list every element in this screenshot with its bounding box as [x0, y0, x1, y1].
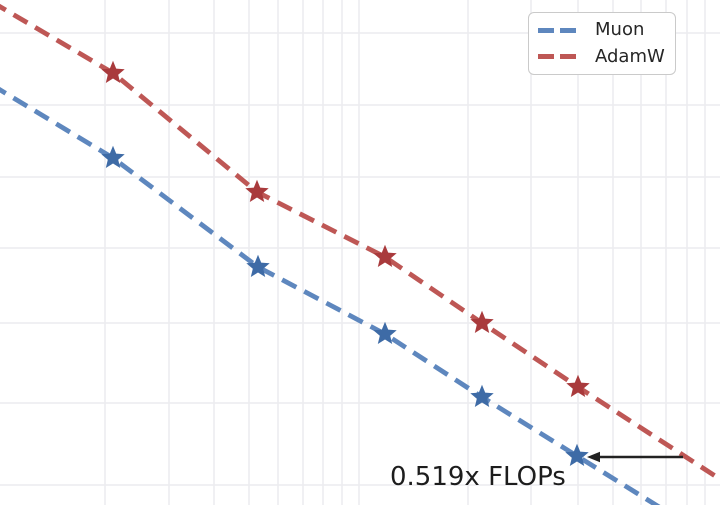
legend-item-adamw: AdamW — [538, 44, 667, 71]
muon-star-marker — [373, 321, 397, 344]
adamw-star-marker — [470, 310, 494, 333]
adamw-star-marker — [373, 244, 397, 267]
muon-dashed-line-sample — [538, 27, 576, 33]
muon-fit-line — [0, 87, 661, 505]
muon-star-marker — [565, 443, 589, 466]
adamw-dashed-line-sample — [538, 54, 576, 60]
muon-star-marker — [246, 254, 270, 277]
flops-ratio-annotation: 0.519x FLOPs — [390, 462, 566, 492]
muon-star-marker — [101, 145, 125, 168]
legend: Muon AdamW — [528, 12, 676, 75]
legend-label-adamw: AdamW — [595, 45, 665, 67]
adamw-star-marker — [245, 179, 269, 202]
muon-star-marker — [470, 384, 494, 407]
annotation-arrowhead — [587, 451, 600, 463]
legend-item-muon: Muon — [538, 17, 667, 44]
legend-label-muon: Muon — [595, 19, 645, 41]
adamw-star-marker — [101, 60, 125, 83]
adamw-star-marker — [566, 374, 590, 397]
